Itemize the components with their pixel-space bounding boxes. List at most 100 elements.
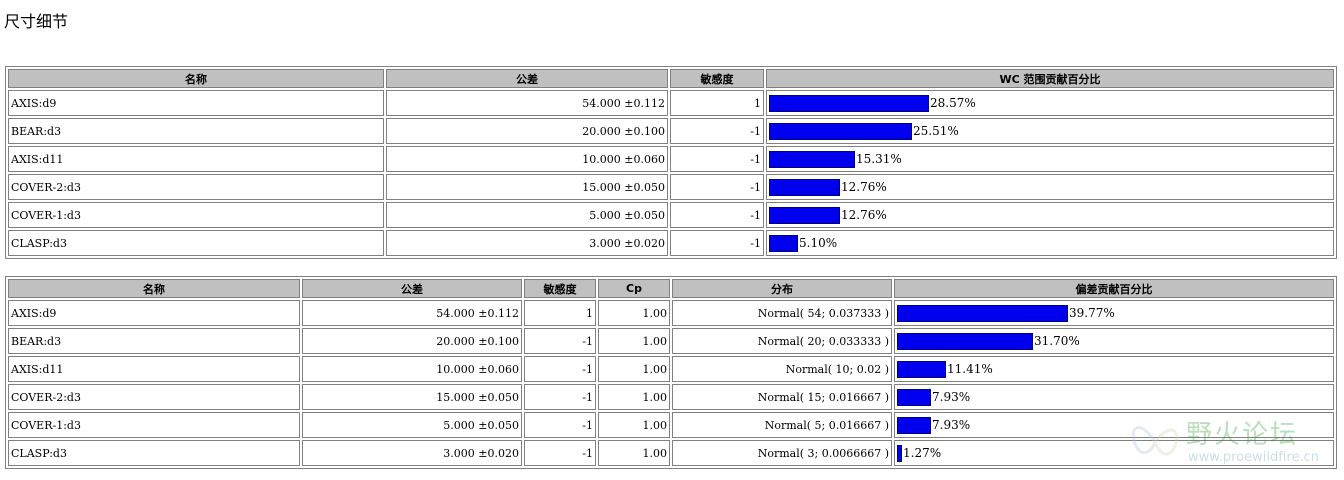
sensitivity-value: 1 bbox=[670, 90, 764, 116]
distribution-value: Normal( 15; 0.016667 ) bbox=[672, 384, 892, 410]
distribution-value: Normal( 20; 0.033333 ) bbox=[672, 328, 892, 354]
column-header-sensitivity: 敏感度 bbox=[524, 279, 596, 298]
table-row: BEAR:d3 20.000 ±0.100 -1 25.51% bbox=[8, 118, 1334, 144]
tolerance-value: 10.000 ±0.060 bbox=[302, 356, 522, 382]
percent-cell: 28.57% bbox=[766, 90, 1334, 116]
sensitivity-value: -1 bbox=[670, 230, 764, 256]
percent-cell: 39.77% bbox=[894, 300, 1334, 326]
dimension-name: BEAR:d3 bbox=[8, 328, 300, 354]
column-header-sensitivity: 敏感度 bbox=[670, 69, 764, 88]
dimension-name: COVER-2:d3 bbox=[8, 384, 300, 410]
sensitivity-value: -1 bbox=[524, 356, 596, 382]
percent-bar bbox=[897, 416, 931, 434]
watermark: 野火论坛 www.proewildfire.cn bbox=[1126, 412, 1336, 472]
percent-label: 7.93% bbox=[932, 418, 971, 432]
dimension-name: AXIS:d9 bbox=[8, 300, 300, 326]
percent-cell: 11.41% bbox=[894, 356, 1334, 382]
sensitivity-value: -1 bbox=[670, 174, 764, 200]
dimension-name: AXIS:d11 bbox=[8, 146, 384, 172]
percent-bar bbox=[769, 94, 929, 112]
dimension-name: CLASP:d3 bbox=[8, 440, 300, 466]
cp-value: 1.00 bbox=[598, 440, 670, 466]
table-row: CLASP:d3 3.000 ±0.020 -1 5.10% bbox=[8, 230, 1334, 256]
percent-bar bbox=[769, 178, 840, 196]
sensitivity-value: -1 bbox=[670, 118, 764, 144]
percent-label: 25.51% bbox=[913, 124, 959, 138]
tolerance-value: 3.000 ±0.020 bbox=[302, 440, 522, 466]
dimension-name: BEAR:d3 bbox=[8, 118, 384, 144]
percent-label: 12.76% bbox=[841, 180, 887, 194]
dimension-name: CLASP:d3 bbox=[8, 230, 384, 256]
percent-bar bbox=[769, 122, 912, 140]
table-row: COVER-1:d3 5.000 ±0.050 -1 1.00 Normal( 5; 0… bbox=[8, 412, 1334, 438]
cp-value: 1.00 bbox=[598, 384, 670, 410]
table-header-row: 名称 公差 敏感度 WC 范围贡献百分比 bbox=[8, 69, 1334, 88]
percent-cell: 7.93% bbox=[894, 412, 1334, 438]
table-row: CLASP:d3 3.000 ±0.020 -1 1.00 Normal( 3; 0.0… bbox=[8, 440, 1334, 466]
percent-cell: 12.76% bbox=[766, 202, 1334, 228]
percent-bar bbox=[897, 360, 946, 378]
dimension-name: AXIS:d11 bbox=[8, 356, 300, 382]
cp-value: 1.00 bbox=[598, 412, 670, 438]
table-row: AXIS:d9 54.000 ±0.112 1 28.57% bbox=[8, 90, 1334, 116]
tolerance-value: 5.000 ±0.050 bbox=[386, 202, 668, 228]
table-row: COVER-1:d3 5.000 ±0.050 -1 12.76% bbox=[8, 202, 1334, 228]
column-header-tolerance: 公差 bbox=[302, 279, 522, 298]
percent-label: 1.27% bbox=[903, 446, 942, 460]
tolerance-value: 54.000 ±0.112 bbox=[386, 90, 668, 116]
percent-label: 15.31% bbox=[856, 152, 902, 166]
dimension-name: AXIS:d9 bbox=[8, 90, 384, 116]
sensitivity-value: -1 bbox=[524, 440, 596, 466]
column-header-tolerance: 公差 bbox=[386, 69, 668, 88]
tolerance-value: 15.000 ±0.050 bbox=[386, 174, 668, 200]
dimension-name: COVER-2:d3 bbox=[8, 174, 384, 200]
wc-range-table: 名称 公差 敏感度 WC 范围贡献百分比 AXIS:d9 54.000 ±0.11… bbox=[5, 66, 1337, 259]
distribution-value: Normal( 54; 0.037333 ) bbox=[672, 300, 892, 326]
percent-bar bbox=[769, 234, 798, 252]
tolerance-value: 20.000 ±0.100 bbox=[302, 328, 522, 354]
percent-cell: 1.27% bbox=[894, 440, 1334, 466]
tolerance-value: 20.000 ±0.100 bbox=[386, 118, 668, 144]
percent-bar bbox=[769, 150, 855, 168]
distribution-value: Normal( 10; 0.02 ) bbox=[672, 356, 892, 382]
percent-cell: 5.10% bbox=[766, 230, 1334, 256]
percent-label: 31.70% bbox=[1034, 334, 1080, 348]
cp-value: 1.00 bbox=[598, 356, 670, 382]
percent-cell: 31.70% bbox=[894, 328, 1334, 354]
cp-value: 1.00 bbox=[598, 328, 670, 354]
percent-cell: 12.76% bbox=[766, 174, 1334, 200]
table-header-row: 名称 公差 敏感度 Cp 分布 偏差贡献百分比 bbox=[8, 279, 1334, 298]
page-title: 尺寸细节 bbox=[4, 12, 69, 31]
percent-label: 39.77% bbox=[1069, 306, 1115, 320]
sensitivity-value: 1 bbox=[524, 300, 596, 326]
percent-cell: 15.31% bbox=[766, 146, 1334, 172]
sensitivity-value: -1 bbox=[670, 202, 764, 228]
percent-label: 5.10% bbox=[799, 236, 838, 250]
sensitivity-value: -1 bbox=[524, 384, 596, 410]
table-row: COVER-2:d3 15.000 ±0.050 -1 12.76% bbox=[8, 174, 1334, 200]
cp-value: 1.00 bbox=[598, 300, 670, 326]
percent-bar bbox=[897, 444, 902, 462]
percent-label: 28.57% bbox=[930, 96, 976, 110]
tolerance-value: 15.000 ±0.050 bbox=[302, 384, 522, 410]
table-row: AXIS:d11 10.000 ±0.060 -1 15.31% bbox=[8, 146, 1334, 172]
percent-bar bbox=[769, 206, 840, 224]
percent-bar bbox=[897, 332, 1033, 350]
table-row: COVER-2:d3 15.000 ±0.050 -1 1.00 Normal( 15;… bbox=[8, 384, 1334, 410]
percent-cell: 7.93% bbox=[894, 384, 1334, 410]
column-header-deviation-percent: 偏差贡献百分比 bbox=[894, 279, 1334, 298]
distribution-value: Normal( 3; 0.0066667 ) bbox=[672, 440, 892, 466]
tolerance-value: 3.000 ±0.020 bbox=[386, 230, 668, 256]
column-header-name: 名称 bbox=[8, 69, 384, 88]
percent-cell: 25.51% bbox=[766, 118, 1334, 144]
percent-label: 12.76% bbox=[841, 208, 887, 222]
tolerance-value: 10.000 ±0.060 bbox=[386, 146, 668, 172]
butterfly-logo-icon bbox=[1131, 426, 1179, 456]
percent-bar bbox=[897, 388, 931, 406]
percent-bar bbox=[897, 304, 1068, 322]
table-row: AXIS:d9 54.000 ±0.112 1 1.00 Normal( 54; 0.0… bbox=[8, 300, 1334, 326]
tolerance-value: 5.000 ±0.050 bbox=[302, 412, 522, 438]
watermark-text: 野火论坛 bbox=[1186, 420, 1299, 450]
watermark-url: www.proewildfire.cn bbox=[1188, 450, 1319, 465]
table-row: BEAR:d3 20.000 ±0.100 -1 1.00 Normal( 20; 0.… bbox=[8, 328, 1334, 354]
